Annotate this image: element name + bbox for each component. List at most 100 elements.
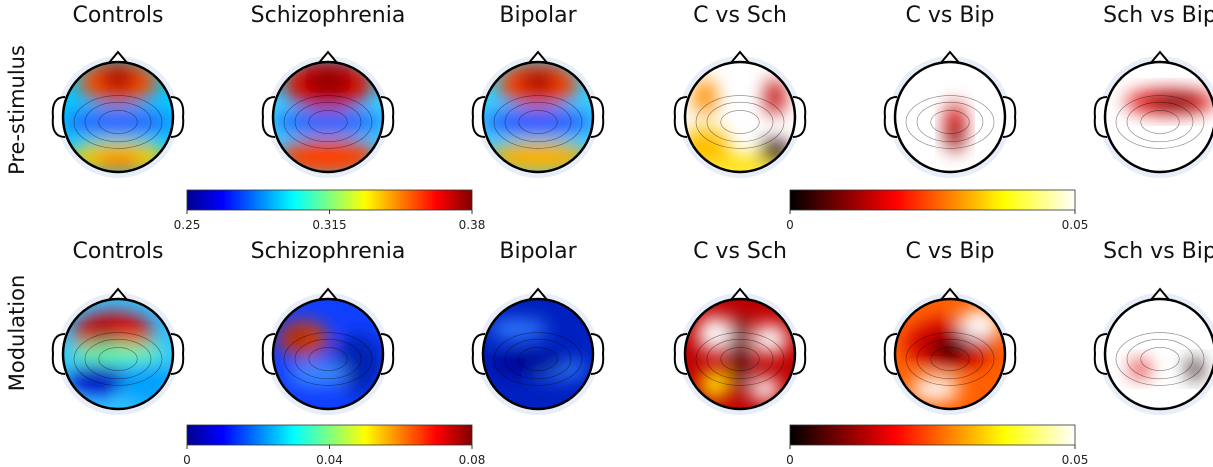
blob [950,125,960,149]
ear [261,96,276,138]
topomap-base [1105,299,1213,409]
row-label: Pre-stimulus [5,45,29,175]
blobs [697,314,788,401]
topomap-fill [483,62,593,172]
contour [73,95,163,149]
colorbar [789,189,1076,211]
head-outline [481,60,595,174]
contour [706,338,774,380]
blobs [278,321,383,394]
contour [98,347,138,371]
ear [51,96,66,138]
ear [792,96,807,138]
blob [697,316,733,352]
ear [471,333,486,375]
topomap [1093,50,1213,178]
head-outline [893,297,1007,411]
head-outline [683,297,797,411]
ear [1002,333,1017,375]
contour [73,332,163,386]
colorbar-tick-label: 0 [786,453,794,467]
blob [488,319,548,339]
head-outline [271,297,385,411]
blob [693,79,717,115]
blob [483,110,593,134]
blob [1130,361,1150,377]
contour [720,110,760,134]
contour [98,110,138,134]
blob [278,139,378,172]
ear [380,333,395,375]
topomap-fill [685,299,795,409]
blob [730,314,750,394]
ear [380,96,395,138]
contour [1126,338,1194,380]
column-title: Schizophrenia [251,3,406,28]
contour [930,347,970,371]
blob [68,365,128,393]
contour [283,332,373,386]
contour [1140,347,1180,371]
ear [471,96,486,138]
contour [504,101,572,143]
contour [720,347,760,371]
colorbar [186,424,473,446]
blob [488,354,568,374]
topomap-base [1105,62,1213,172]
topomap-fill [63,299,173,409]
contour [493,95,583,149]
colorbar [789,424,1076,446]
column-title: Bipolar [499,3,577,28]
blobs [488,319,588,379]
head-outline [61,297,175,411]
topomap [51,287,185,415]
colorbar-tick-label: 0.08 [459,453,486,467]
topomap-base [483,299,593,409]
colorbar-tick-label: 0.05 [1062,218,1089,232]
topomap [883,287,1017,415]
head-outline [1103,60,1213,174]
contour [518,347,558,371]
contour [695,332,785,386]
topomap-fill [1105,299,1213,409]
blob [288,362,348,386]
topomap-fill [685,62,795,172]
colorbar-tick-label: 0.25 [174,218,201,232]
ear [261,333,276,375]
ear [1093,96,1108,138]
contour [1140,110,1180,134]
contour [905,332,995,386]
blob [273,112,383,132]
contour [518,110,558,134]
topomap-fill [273,299,383,409]
contour [294,101,362,143]
topomap [673,50,807,178]
blob [68,344,168,364]
contour [1115,95,1205,149]
blob [765,79,785,115]
head-outline [893,60,1007,174]
contour [84,338,152,380]
head-outline [61,60,175,174]
column-title: Sch vs Bip [1103,239,1213,264]
head-outline [683,60,797,174]
column-title: Schizophrenia [251,239,406,264]
colorbar-tick-label: 0 [183,453,191,467]
ear [590,333,605,375]
topomap-fill [483,299,593,409]
column-title: C vs Sch [693,3,787,28]
blob [752,324,788,354]
blob [333,334,383,394]
blob [98,65,138,93]
topomap [261,287,395,415]
ear [1093,333,1108,375]
topomap [51,50,185,178]
contour [695,95,785,149]
blob [63,110,173,134]
head-outline [271,60,385,174]
topomap [673,287,807,415]
contour [493,332,583,386]
ear [883,333,898,375]
contour [706,101,774,143]
